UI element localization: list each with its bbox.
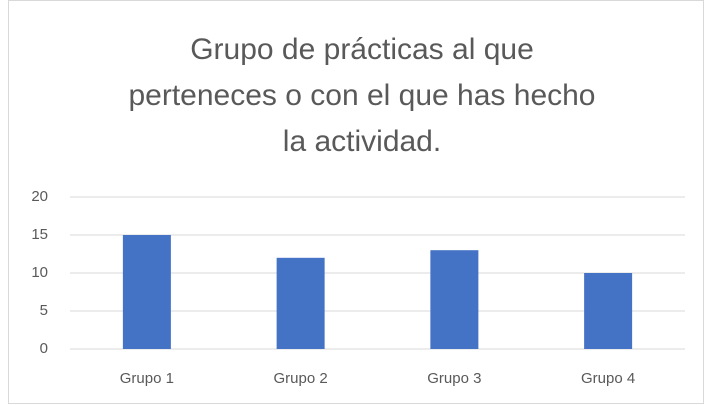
x-tick-label: Grupo 4 bbox=[581, 370, 635, 387]
bar bbox=[430, 250, 479, 349]
y-tick-label: 10 bbox=[31, 264, 48, 281]
bar bbox=[122, 235, 171, 349]
y-tick-label: 15 bbox=[31, 226, 48, 243]
chart-border bbox=[8, 0, 704, 404]
bar bbox=[584, 273, 633, 349]
x-tick-label: Grupo 2 bbox=[274, 370, 328, 387]
y-tick-label: 0 bbox=[40, 340, 48, 357]
x-tick-label: Grupo 1 bbox=[120, 370, 174, 387]
chart-title: Grupo de prácticas al que perteneces o c… bbox=[128, 33, 596, 158]
y-tick-label: 5 bbox=[40, 302, 48, 319]
bar bbox=[276, 257, 325, 349]
y-tick-label: 20 bbox=[31, 188, 48, 205]
x-tick-label: Grupo 3 bbox=[427, 370, 481, 387]
